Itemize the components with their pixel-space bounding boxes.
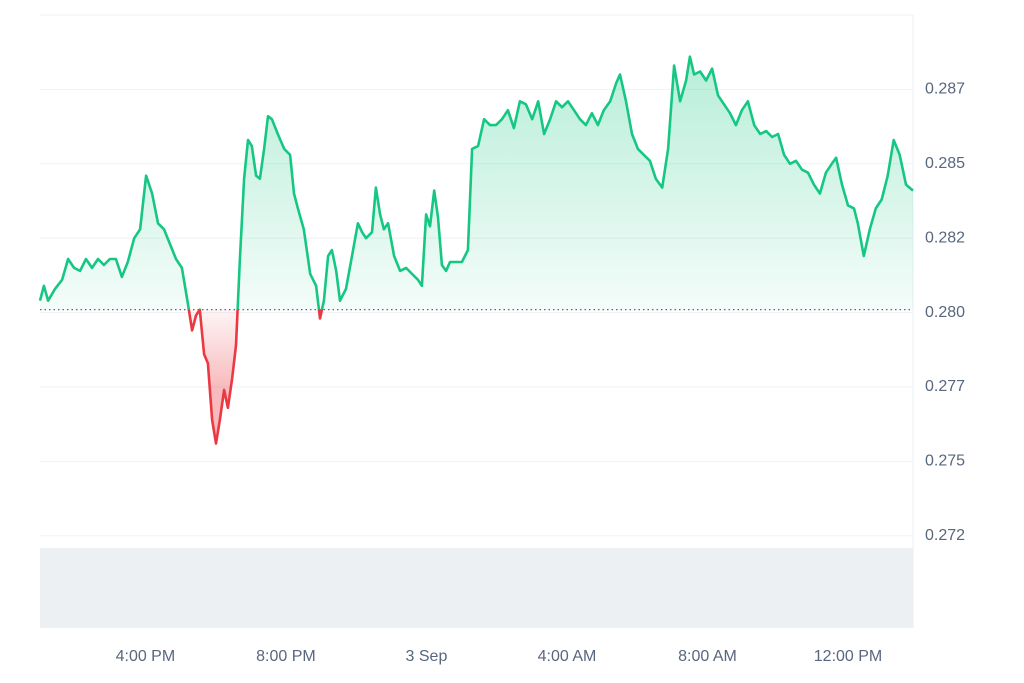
y-tick-label: 0.285 — [925, 155, 965, 172]
y-tick-label: 0.287 — [925, 81, 965, 98]
y-tick-label: 0.280 — [925, 304, 965, 321]
x-tick-label: 8:00 PM — [256, 648, 316, 665]
y-tick-label: 0.282 — [925, 229, 965, 246]
y-tick-label: 0.275 — [925, 453, 965, 470]
x-tick-label: 4:00 PM — [116, 648, 176, 665]
area-fill — [40, 56, 913, 444]
x-tick-label: 12:00 PM — [814, 648, 882, 665]
x-tick-label: 3 Sep — [406, 648, 448, 665]
x-tick-label: 4:00 AM — [538, 648, 597, 665]
y-tick-label: 0.277 — [925, 378, 965, 395]
volume-panel — [40, 548, 913, 628]
y-tick-label: 0.272 — [925, 527, 965, 544]
price-line — [38, 55, 914, 445]
x-tick-label: 8:00 AM — [678, 648, 737, 665]
